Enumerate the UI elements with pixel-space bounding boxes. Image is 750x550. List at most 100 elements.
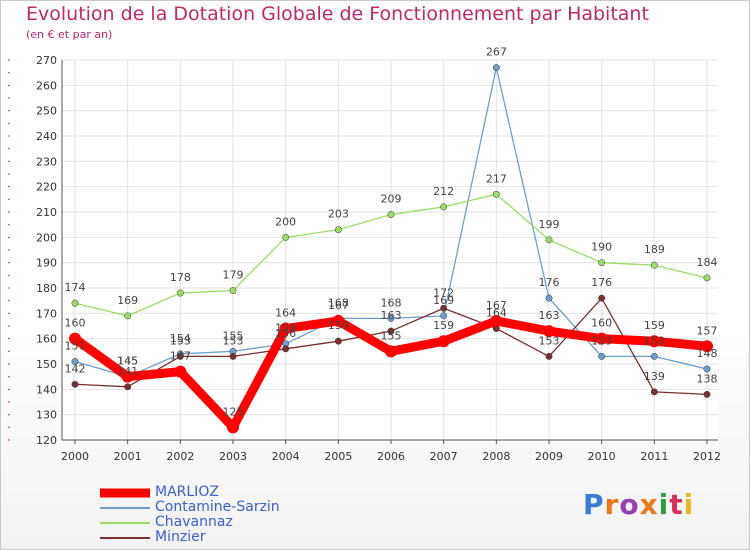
data-point — [387, 314, 395, 322]
y-tick-label: 130 — [36, 409, 57, 422]
data-label: 159 — [644, 319, 665, 332]
data-point — [437, 335, 450, 348]
y-tick-label: 210 — [36, 206, 57, 219]
data-label: 167 — [328, 299, 349, 312]
x-tick-label: 2010 — [588, 450, 616, 463]
data-point — [124, 312, 132, 320]
data-point — [71, 358, 79, 365]
legend-label: Contamine-Sarzin — [155, 499, 280, 515]
data-point — [332, 314, 345, 327]
data-point — [229, 352, 237, 360]
proxiti-logo: Proxiti — [583, 488, 694, 521]
data-point — [124, 383, 132, 391]
y-tick-label: 120 — [36, 434, 57, 447]
data-point — [545, 236, 553, 244]
legend-label: MARLIOZ — [155, 484, 219, 500]
data-label: 153 — [539, 334, 560, 347]
data-label: 147 — [170, 350, 191, 363]
data-point — [387, 327, 395, 335]
legend-label: Minzier — [155, 529, 206, 545]
data-point — [229, 287, 237, 294]
data-label: 153 — [591, 334, 612, 347]
data-point — [595, 332, 608, 345]
data-label: 164 — [486, 307, 507, 320]
plot-area — [62, 60, 718, 440]
data-point — [279, 322, 292, 335]
data-point — [71, 299, 79, 307]
data-label: 163 — [539, 309, 560, 322]
data-point — [650, 388, 658, 396]
data-point — [648, 335, 661, 348]
data-label: 203 — [328, 208, 349, 221]
y-tick-label: 200 — [36, 231, 57, 244]
chart-subtitle: (en € et par an) — [26, 28, 113, 41]
data-point — [176, 352, 184, 360]
logo-letter: r — [604, 488, 620, 521]
data-point — [174, 365, 187, 378]
chart-title: Evolution de la Dotation Globale de Fonc… — [26, 3, 649, 25]
data-label: 174 — [65, 281, 86, 294]
data-label: 139 — [644, 370, 665, 383]
data-label: 159 — [433, 319, 454, 332]
data-label: 160 — [591, 317, 612, 330]
data-label: 157 — [697, 324, 718, 337]
data-point — [490, 314, 503, 327]
x-tick-label: 2011 — [640, 450, 668, 463]
data-label: 212 — [433, 185, 454, 198]
data-label: 179 — [223, 269, 244, 282]
data-label: 169 — [117, 294, 138, 307]
data-label: 267 — [486, 46, 507, 59]
y-tick-label: 270 — [36, 54, 57, 67]
data-point — [703, 365, 711, 373]
data-label: 199 — [539, 218, 560, 231]
data-label: 164 — [275, 307, 296, 320]
x-tick-label: 2000 — [61, 450, 89, 463]
data-point — [543, 325, 555, 338]
data-point — [598, 352, 606, 360]
data-label: 159 — [328, 319, 349, 332]
data-label: 169 — [433, 294, 454, 307]
data-point — [701, 340, 713, 353]
y-tick-label: 170 — [36, 307, 57, 320]
data-label: 168 — [381, 296, 402, 309]
data-point — [650, 261, 658, 269]
logo-letter: o — [619, 488, 640, 521]
data-point — [334, 226, 342, 234]
x-tick-label: 2002 — [166, 450, 194, 463]
data-label: 145 — [117, 355, 138, 368]
data-label: 154 — [170, 332, 191, 345]
data-point — [650, 352, 658, 360]
x-tick-label: 2001 — [114, 450, 142, 463]
data-label: 160 — [65, 317, 86, 330]
data-label: 153 — [223, 334, 244, 347]
data-point — [440, 304, 448, 312]
data-point — [282, 345, 290, 353]
logo-letter: P — [583, 488, 605, 521]
logo-letter: i — [683, 488, 695, 521]
data-label: 158 — [275, 322, 296, 335]
x-tick-label: 2004 — [272, 450, 300, 463]
data-point — [703, 274, 711, 282]
y-tick-label: 230 — [36, 155, 57, 168]
data-label: 176 — [591, 276, 612, 289]
logo-letter: x — [639, 488, 659, 521]
data-point — [545, 294, 553, 302]
data-label: 153 — [170, 334, 191, 347]
data-label: 189 — [644, 243, 665, 256]
data-label: 217 — [486, 172, 507, 185]
data-label: 153 — [644, 334, 665, 347]
data-label: 151 — [65, 339, 86, 352]
data-label: 167 — [486, 299, 507, 312]
data-point — [703, 390, 711, 398]
data-label: 184 — [697, 256, 718, 269]
data-label: 176 — [539, 276, 560, 289]
y-tick-label: 190 — [36, 257, 57, 270]
x-tick-label: 2012 — [693, 450, 721, 463]
data-point — [176, 289, 184, 297]
data-point — [121, 370, 134, 383]
logo-letter: t — [669, 488, 684, 521]
data-label: 145 — [117, 355, 138, 368]
data-label: 125 — [223, 405, 244, 418]
logo-letter: i — [658, 488, 670, 521]
